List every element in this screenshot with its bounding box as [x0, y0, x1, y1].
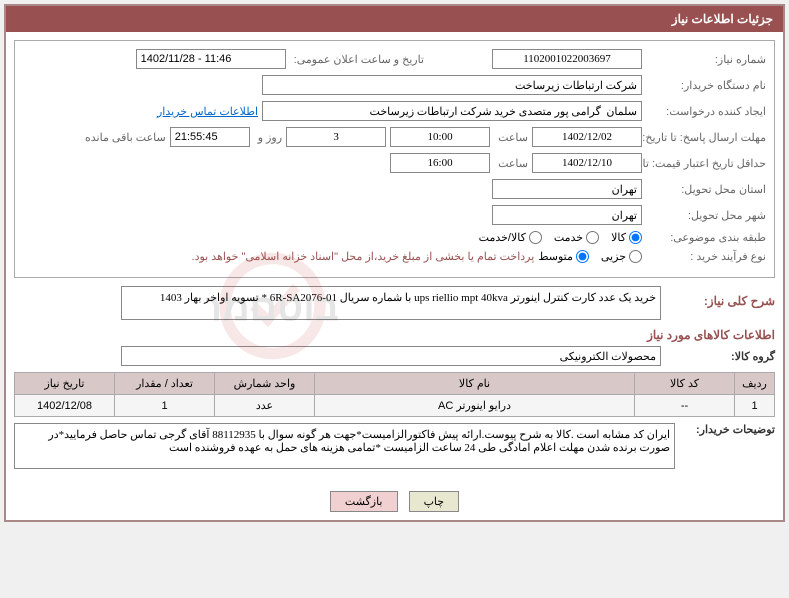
- page-title: جزئیات اطلاعات نیاز: [672, 12, 773, 26]
- print-button[interactable]: چاپ: [409, 491, 460, 512]
- process-label: نوع فرآیند خرید :: [646, 250, 766, 263]
- counter-box: 21:55:45: [170, 127, 250, 147]
- requester-input[interactable]: [262, 101, 642, 121]
- remaining-label: ساعت باقی مانده: [81, 131, 166, 144]
- time-label-1: ساعت: [494, 131, 528, 144]
- th-qty: تعداد / مقدار: [115, 373, 215, 395]
- response-time-input[interactable]: [390, 127, 490, 147]
- radio-service[interactable]: [586, 231, 599, 244]
- contact-link[interactable]: اطلاعات تماس خریدار: [157, 105, 258, 118]
- need-desc-text[interactable]: [121, 286, 661, 320]
- time-label-2: ساعت: [494, 157, 528, 170]
- page-header: جزئیات اطلاعات نیاز: [6, 6, 783, 32]
- price-validity-date[interactable]: [532, 153, 642, 173]
- th-name: نام کالا: [315, 373, 635, 395]
- city-input[interactable]: [492, 205, 642, 225]
- category-radios: کالا خدمت کالا/خدمت: [479, 231, 642, 244]
- th-row: ردیف: [735, 373, 775, 395]
- price-validity-time[interactable]: [390, 153, 490, 173]
- need-number-label: شماره نیاز:: [646, 53, 766, 66]
- goods-section-title: اطلاعات کالاهای مورد نیاز: [14, 328, 775, 342]
- buyer-org-input[interactable]: [262, 75, 642, 95]
- city-label: شهر محل تحویل:: [646, 209, 766, 222]
- radio-goods[interactable]: [629, 231, 642, 244]
- days-input[interactable]: [286, 127, 386, 147]
- category-label: طبقه بندی موضوعی:: [646, 231, 766, 244]
- need-desc-label: شرح کلی نیاز:: [665, 294, 775, 308]
- province-label: استان محل تحویل:: [646, 183, 766, 196]
- table-row: 1 -- درایو اینورتر AC عدد 1 1402/12/08: [15, 395, 775, 417]
- th-unit: واحد شمارش: [215, 373, 315, 395]
- buyer-notes-label: توضیحات خریدار:: [679, 423, 775, 436]
- days-label: روز و: [254, 131, 282, 144]
- radio-both[interactable]: [529, 231, 542, 244]
- goods-table: ردیف کد کالا نام کالا واحد شمارش تعداد /…: [14, 372, 775, 417]
- requester-label: ایجاد کننده درخواست:: [646, 105, 766, 118]
- province-input[interactable]: [492, 179, 642, 199]
- buyer-notes-text[interactable]: [14, 423, 675, 469]
- announce-date-box: 1402/11/28 - 11:46: [136, 49, 286, 69]
- announce-date-label: تاریخ و ساعت اعلان عمومی:: [290, 53, 424, 66]
- radio-minor[interactable]: [629, 250, 642, 263]
- goods-group-label: گروه کالا:: [665, 350, 775, 363]
- th-date: تاریخ نیاز: [15, 373, 115, 395]
- goods-group-input[interactable]: [121, 346, 661, 366]
- need-number-input[interactable]: [492, 49, 642, 69]
- buyer-org-label: نام دستگاه خریدار:: [646, 79, 766, 92]
- process-note: پرداخت تمام یا بخشی از مبلغ خرید،از محل …: [192, 250, 535, 263]
- th-code: کد کالا: [635, 373, 735, 395]
- price-validity-label: حداقل تاریخ اعتبار قیمت: تا تاریخ:: [646, 157, 766, 170]
- radio-medium[interactable]: [576, 250, 589, 263]
- response-deadline-label: مهلت ارسال پاسخ: تا تاریخ:: [646, 131, 766, 144]
- process-radios: جزیی متوسط: [538, 250, 642, 263]
- response-date-input[interactable]: [532, 127, 642, 147]
- back-button[interactable]: بازگشت: [330, 491, 398, 512]
